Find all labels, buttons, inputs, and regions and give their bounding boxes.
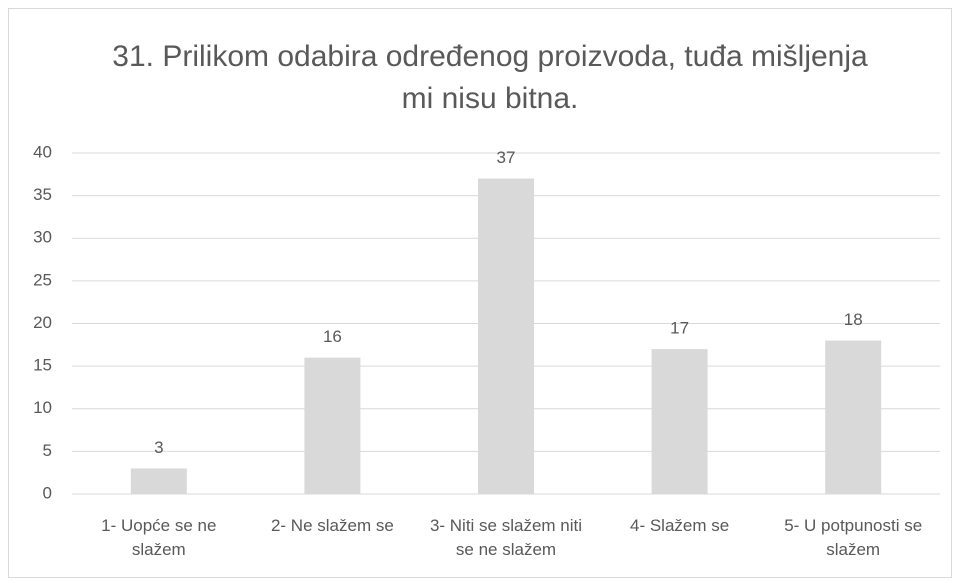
bar: [825, 340, 882, 494]
bar: [478, 178, 534, 494]
y-tick-label: 5: [43, 441, 52, 460]
chart-title: 31. Prilikom odabira određenog proizvoda…: [112, 40, 868, 115]
y-tick-label: 10: [33, 398, 52, 417]
x-tick-label: 2- Ne slažem se: [270, 516, 394, 535]
data-label: 3: [154, 438, 163, 457]
y-tick-label: 0: [43, 483, 52, 502]
bar: [651, 349, 708, 494]
x-tick-label: 3- Niti se slažem niti se ne slažem: [429, 516, 583, 559]
bar: [304, 357, 361, 494]
y-tick-label: 25: [33, 270, 52, 289]
x-tick-label: 1- Uopće se ne slažem: [101, 516, 217, 559]
y-tick-label: 15: [33, 356, 52, 375]
data-label: 16: [323, 327, 342, 346]
x-tick-label: 5- U potpunosti se slažem: [784, 516, 923, 559]
y-tick-label: 30: [33, 228, 52, 247]
data-label: 37: [497, 148, 516, 167]
y-tick-label: 35: [33, 185, 52, 204]
x-tick-label: 4- Slažem se: [629, 516, 730, 535]
data-label: 17: [670, 319, 689, 338]
y-tick-label: 40: [33, 142, 52, 161]
bar: [130, 468, 187, 494]
data-label: 18: [844, 310, 863, 329]
chart-frame: [8, 8, 952, 578]
y-tick-label: 20: [33, 313, 52, 332]
